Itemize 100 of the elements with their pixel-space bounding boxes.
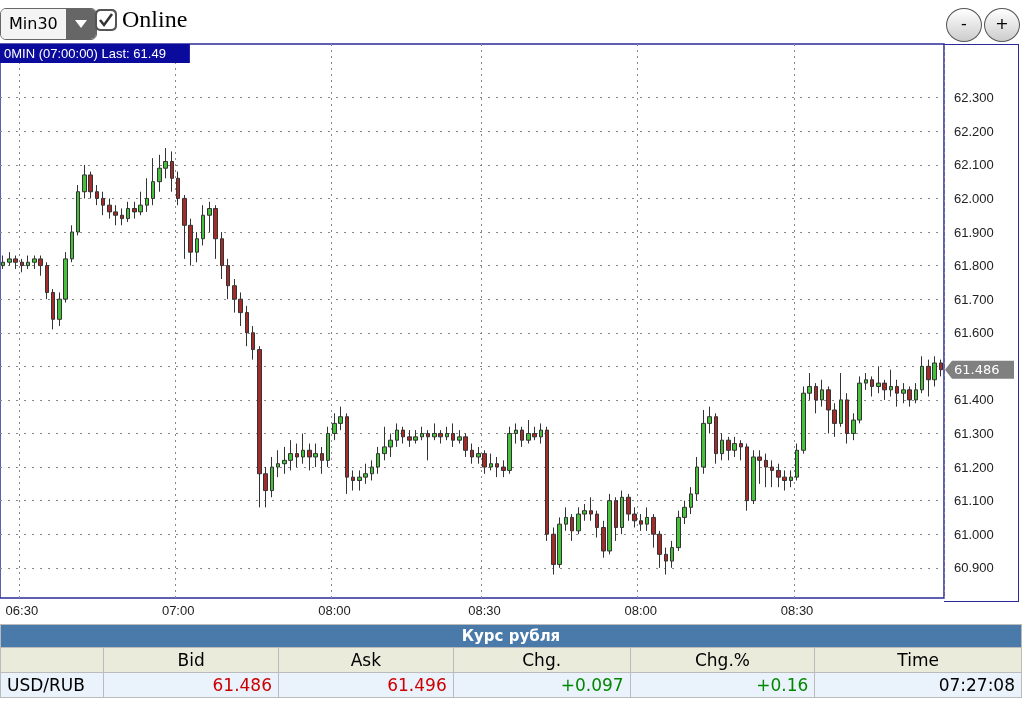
candlestick: [745, 443, 749, 512]
candlestick: [151, 157, 155, 206]
candlestick: [545, 426, 549, 542]
text: 61.486: [103, 672, 279, 698]
candlestick: [420, 426, 424, 441]
candlestick: [720, 432, 724, 461]
y-tick-label: 60.900: [954, 560, 994, 576]
candlestick: [620, 490, 624, 535]
candlestick: [95, 184, 99, 206]
y-tick-label: 61.600: [954, 325, 994, 341]
candlestick: [520, 426, 524, 448]
candlestick: [376, 446, 380, 475]
text: Chg.%: [630, 647, 815, 673]
candlestick: [426, 429, 430, 461]
candlestick: [864, 372, 868, 391]
candlestick: [489, 453, 493, 471]
candlestick: [20, 258, 24, 273]
y-tick-label: 62.200: [954, 123, 994, 139]
text: 61.486: [954, 362, 1000, 378]
candlestick: [445, 426, 449, 441]
candlestick: [845, 392, 849, 445]
candlestick: [789, 469, 793, 488]
candlestick: [889, 369, 893, 398]
candlestick: [664, 547, 668, 575]
x-tick-label: 07:00: [161, 603, 195, 618]
candlestick: [370, 459, 374, 481]
text: Online: [122, 6, 188, 33]
text: +0.097: [453, 672, 631, 698]
text: 07:27:08: [814, 672, 1022, 698]
candlestick: [539, 422, 543, 445]
candlestick: [395, 422, 399, 448]
y-tick-label: 61.000: [954, 526, 994, 542]
candlestick: [145, 177, 149, 213]
text: 61.496: [278, 672, 454, 698]
candlestick: [614, 496, 618, 542]
y-tick-label: 62.300: [954, 90, 994, 106]
y-tick-label: 61.800: [954, 258, 994, 274]
candlestick: [564, 506, 568, 532]
candlestick: [820, 379, 824, 408]
candlestick: [70, 224, 74, 263]
candlestick: [270, 456, 274, 498]
candlestick: [320, 446, 324, 475]
candlestick: [570, 513, 574, 542]
text: Ask: [278, 647, 454, 673]
candlestick: [870, 375, 874, 398]
chart-title: 0MIN (07:00:00) Last: 61.49: [4, 46, 166, 61]
candlestick: [814, 382, 818, 414]
candlestick: [451, 422, 455, 448]
candlestick: [220, 231, 224, 280]
candlestick: [45, 261, 49, 300]
y-tick-label: 61.700: [954, 291, 994, 307]
candlestick: [176, 171, 180, 206]
interval-dropdown: Min30: [0, 8, 97, 40]
candlestick: [914, 382, 918, 404]
candlestick: [695, 456, 699, 502]
zoom-in-button: +: [984, 8, 1020, 42]
candlestick: [51, 288, 55, 330]
candlestick: [689, 486, 693, 515]
text: Chg.: [453, 647, 631, 673]
candlestick: [795, 443, 799, 481]
text: Bid: [103, 647, 279, 673]
candlestick: [645, 506, 649, 532]
y-tick-label: 61.200: [954, 459, 994, 475]
y-tick-label: 61.100: [954, 493, 994, 509]
y-tick-label: 61.400: [954, 392, 994, 408]
candlestick: [1, 255, 5, 270]
y-tick-label: 62.100: [954, 157, 994, 173]
candlestick: [326, 426, 330, 468]
candlestick: [670, 540, 674, 569]
candlestick: [195, 231, 199, 263]
zoom-out-button: -: [946, 8, 982, 42]
text: Курс рубля: [0, 624, 1022, 648]
candlestick: [170, 150, 174, 193]
candlestick: [201, 204, 205, 246]
candlestick: [276, 449, 280, 478]
candlestick: [939, 359, 943, 377]
candlestick: [120, 208, 124, 226]
x-tick-label: 06:30: [5, 603, 39, 618]
y-tick-label: 61.300: [954, 425, 994, 441]
text: USD/RUB: [0, 672, 104, 698]
y-tick-label: 61.900: [954, 224, 994, 240]
candlestick: [839, 372, 843, 428]
candlestick: [345, 412, 349, 495]
candlestick: [495, 456, 499, 478]
candlestick: [589, 496, 593, 522]
candlestick: [245, 305, 249, 347]
candlestick: [251, 325, 255, 361]
candlestick: [101, 191, 105, 216]
candlestick: [295, 443, 299, 468]
candlestick: [739, 439, 743, 461]
candlestick: [226, 258, 230, 300]
candlestick: [770, 459, 774, 488]
candlestick: [639, 513, 643, 532]
candlestick: [126, 201, 130, 223]
candlestick: [714, 412, 718, 465]
x-tick-label: 08:00: [318, 603, 351, 618]
candlestick: [76, 184, 80, 236]
x-tick-label: 08:30: [468, 603, 501, 618]
candlestick: [595, 510, 599, 539]
candlestick: [301, 432, 305, 465]
